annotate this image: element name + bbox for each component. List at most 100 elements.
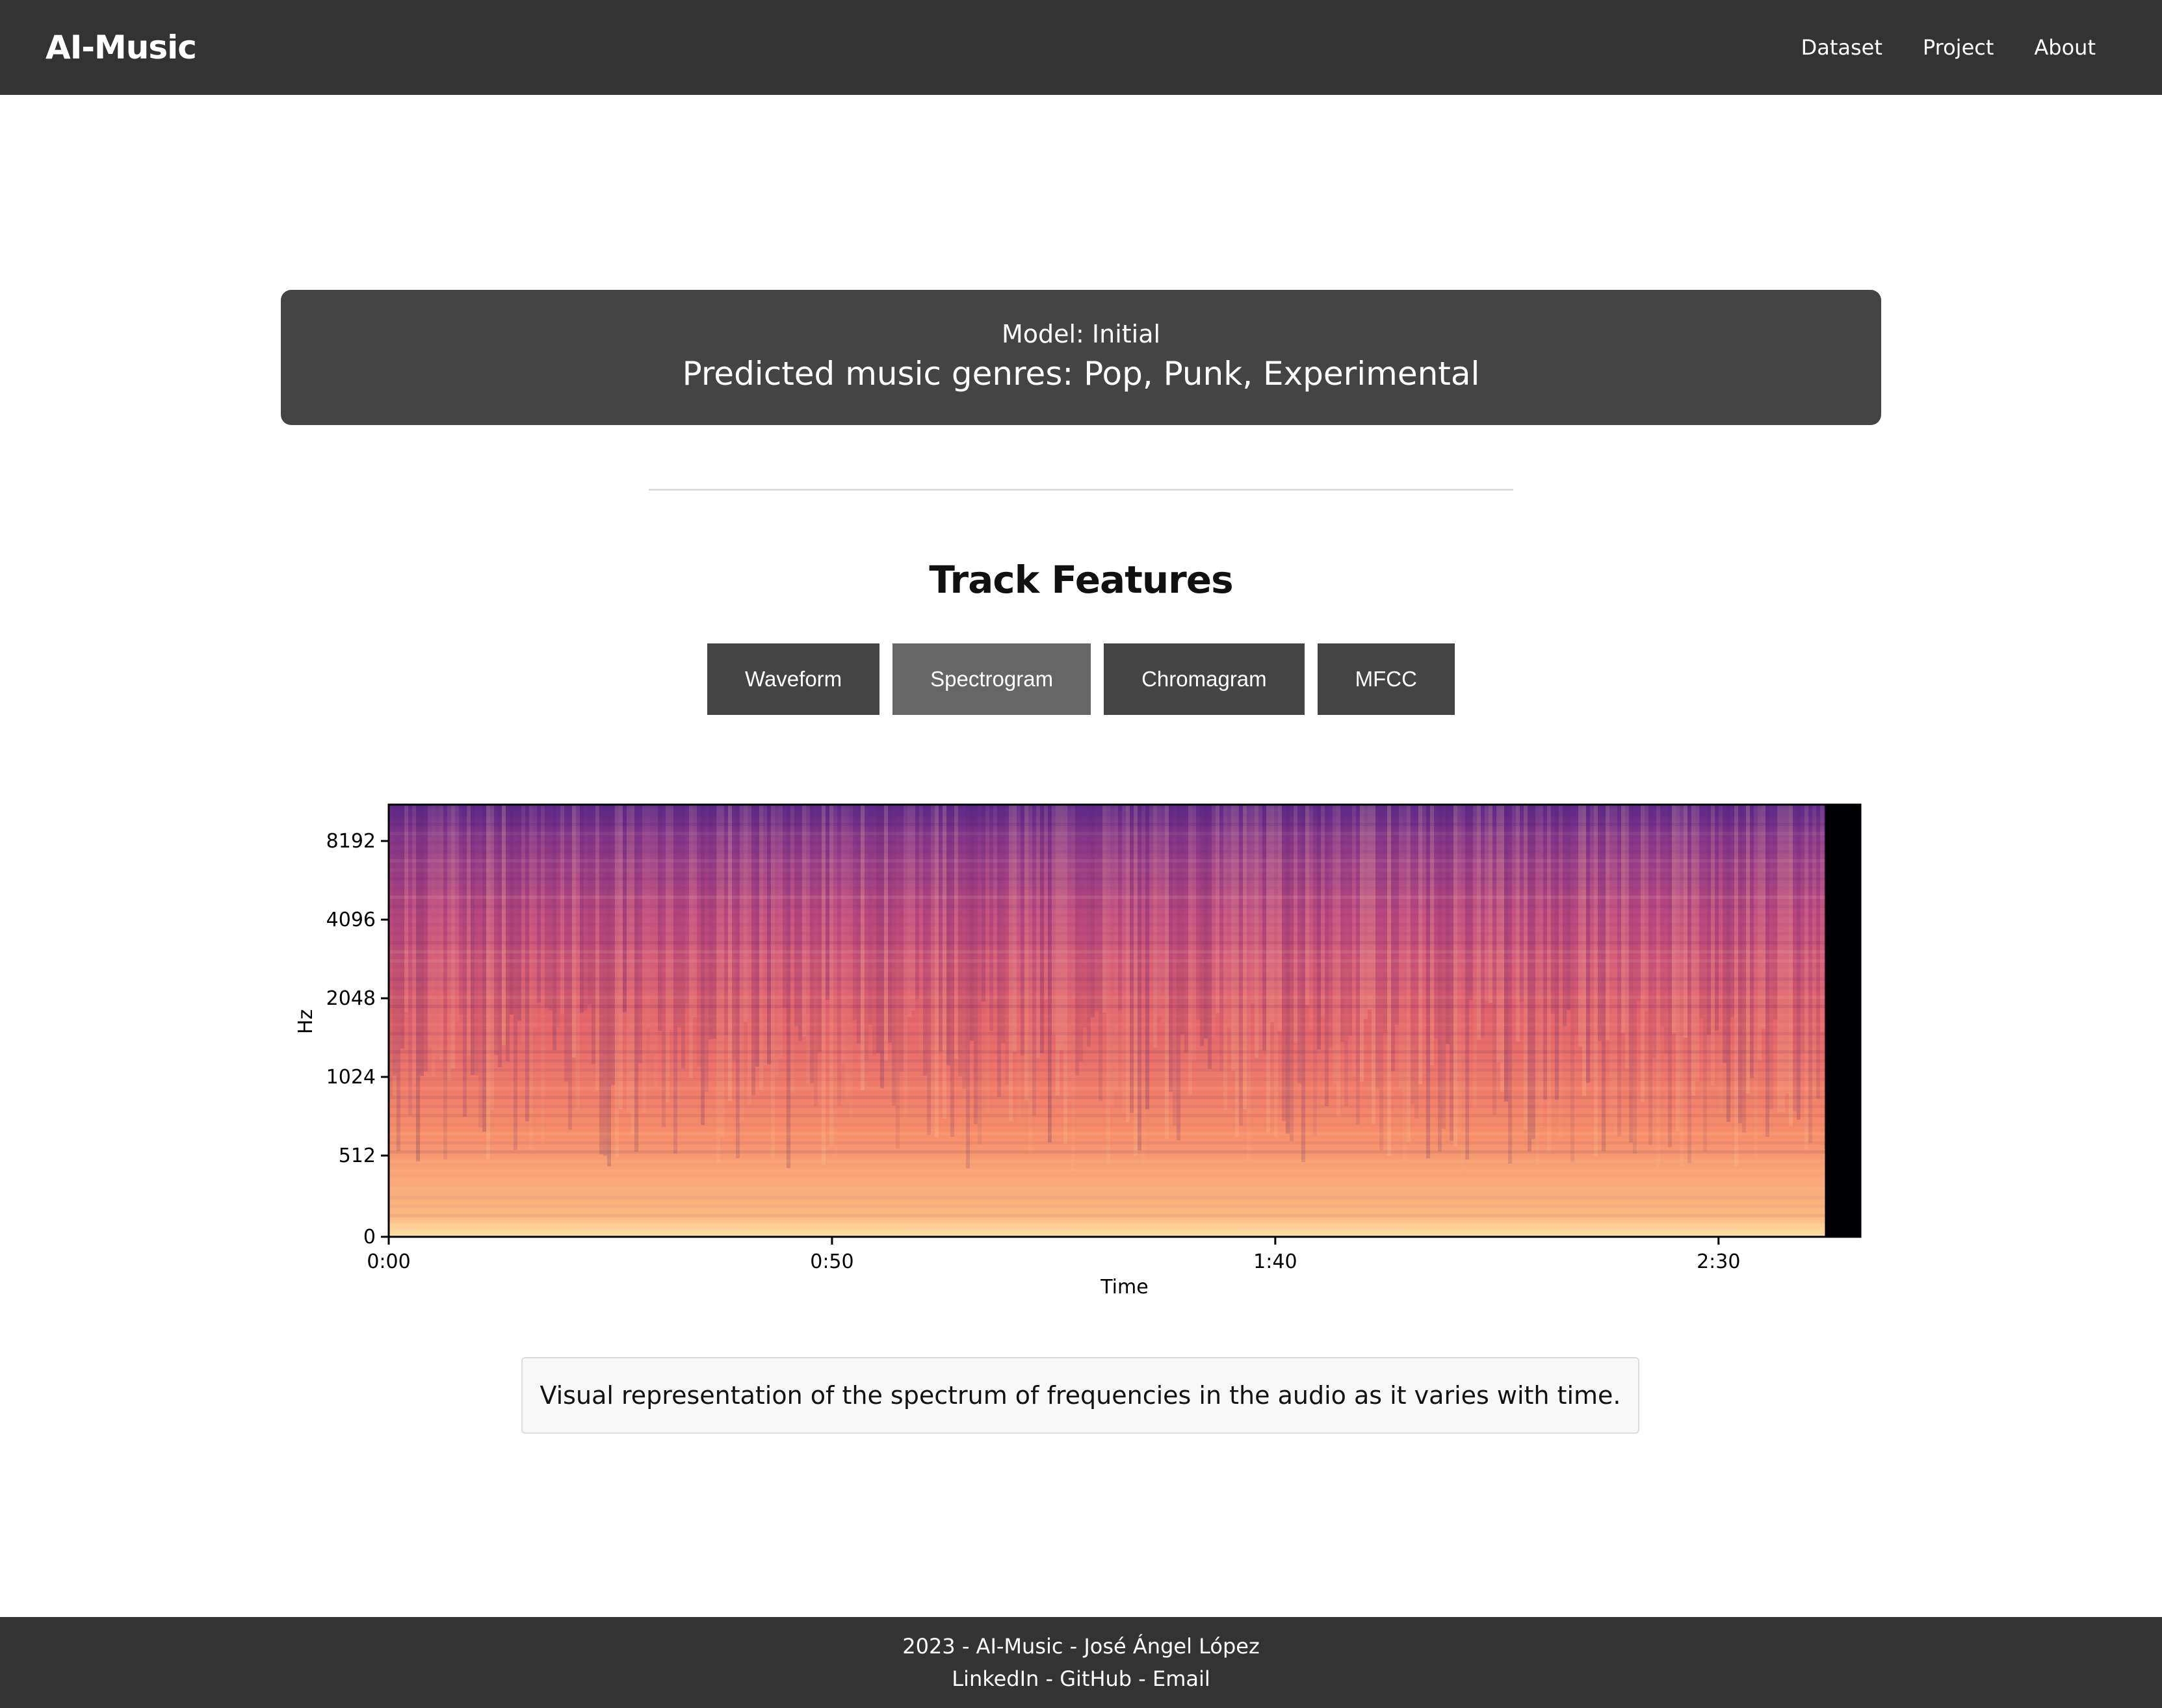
waveform-button[interactable]: Waveform [707,643,880,715]
spectrogram-column [802,805,806,1037]
spectrogram-column [1516,805,1520,1042]
prediction-banner: Model: Initial Predicted music genres: P… [281,290,1881,425]
spectrogram-column [1040,805,1044,1054]
spectrogram-column [993,805,997,1002]
spectrogram-column [389,805,393,1096]
spectrogram-column [1048,805,1052,1143]
spectrogram-column [697,805,701,1067]
spectrogram-column [424,805,428,1072]
spectrogram-column [1297,805,1301,1084]
spectrogram-column [514,805,517,1150]
spectrogram-column [1063,805,1067,1144]
nav-link-dataset[interactable]: Dataset [1801,35,1882,60]
spectrogram-column [751,805,755,1096]
brand-logo[interactable]: AI-Music [46,29,197,66]
spectrogram-column [408,805,412,1115]
spectrogram-row [389,1032,1825,1035]
spectrogram-column [662,805,666,1128]
spectrogram-column [490,805,494,1110]
spectrogram-row [389,1041,1825,1044]
spectrogram-column [1344,805,1348,1107]
spectrogram-row [389,832,1825,835]
spectrogram-column [884,805,888,1061]
spectrogram-column [685,805,689,1004]
spectrogram-column [1465,805,1469,1160]
spectrogram-column [728,805,732,1101]
footer: 2023 - AI-Music - José Ángel López Linke… [0,1617,2162,1708]
spectrogram-button[interactable]: Spectrogram [892,643,1091,715]
spectrogram-column [1434,805,1438,1039]
spectrogram-column [475,805,478,1076]
spectrogram-column [966,805,970,1169]
spectrogram-column [1446,805,1450,1044]
spectrogram-row [389,1050,1825,1054]
spectrogram-column [1785,805,1789,1093]
spectrogram-column [1036,805,1040,1058]
spectrogram-column [482,805,486,1132]
spectrogram-column [1453,805,1457,1146]
spectrogram-column [1352,805,1356,1076]
spectrogram-column [1184,805,1188,1053]
github-link[interactable]: GitHub [1060,1666,1132,1691]
email-link[interactable]: Email [1153,1666,1210,1691]
spectrogram-column [1200,805,1204,1046]
spectrogram-chart: 0 512 1024 2048 4096 8192 0:00 0:50 1:40 2:30 Ti… [294,803,1862,1299]
spectrogram-column [1734,805,1738,1167]
spectrogram-row [389,1232,1825,1236]
spectrogram-column [1438,805,1442,1152]
spectrogram-column [560,805,564,1015]
spectrogram-column [865,805,868,1061]
spectrogram-column [1060,805,1063,1050]
spectrogram-row [389,914,1825,917]
spectrogram-column [533,805,537,1029]
spectrogram-row [389,859,1825,862]
spectrogram-column [794,805,798,1026]
spectrogram-column [1216,805,1219,1014]
spectrogram-column [845,805,849,1102]
spectrogram-column [787,805,790,1169]
spectrogram-column [1652,805,1656,1058]
spectrogram-column [607,805,611,1167]
spectrogram-column [1586,805,1590,1083]
footer-links: LinkedIn - GitHub - Email [0,1666,2162,1691]
y-axis-label: Hz [294,1009,317,1034]
spectrogram-column [432,805,436,1076]
spectrogram-row [389,1178,1825,1181]
spectrogram-column [1169,805,1173,1092]
spectrogram-column [1769,805,1773,1110]
spectrogram-column [494,805,498,1055]
spectrogram-column [1032,805,1036,1116]
spectrogram-column [833,805,837,1158]
chromagram-button[interactable]: Chromagram [1104,643,1305,715]
spectrogram-column [1227,805,1231,1028]
spectrogram-column [1508,805,1512,1164]
spectrogram-column [946,805,950,1066]
nav-link-project[interactable]: Project [1922,35,1994,60]
spectrogram-column [603,805,607,1156]
spectrogram-column [537,805,541,1003]
spectrogram-column [1789,805,1793,1127]
spectrogram-column [709,805,712,1039]
spectrogram-column [1680,805,1684,1167]
spectrogram-row [389,996,1825,999]
spectrogram-column [1754,805,1758,1158]
spectrogram-column [1496,805,1500,1063]
spectrogram-column [1138,805,1141,1150]
spectrogram-column [498,805,502,1067]
spectrogram-column [1500,805,1504,1093]
spectrogram-column [1290,805,1294,1142]
mfcc-button[interactable]: MFCC [1317,643,1455,715]
spectrogram-column [767,805,771,1065]
spectrogram-column [1656,805,1660,1167]
spectrogram-column [919,805,923,1055]
spectrogram-column [1266,805,1270,1133]
spectrogram-column [1411,805,1414,1105]
linkedin-link[interactable]: LinkedIn [952,1666,1039,1691]
spectrogram-row [389,941,1825,944]
spectrogram-column [978,805,982,1145]
nav-link-about[interactable]: About [2034,35,2096,60]
spectrogram-row [389,1196,1825,1199]
spectrogram-column [1153,805,1157,1048]
section-divider [649,489,1513,491]
spectrogram-column [1422,805,1426,1074]
